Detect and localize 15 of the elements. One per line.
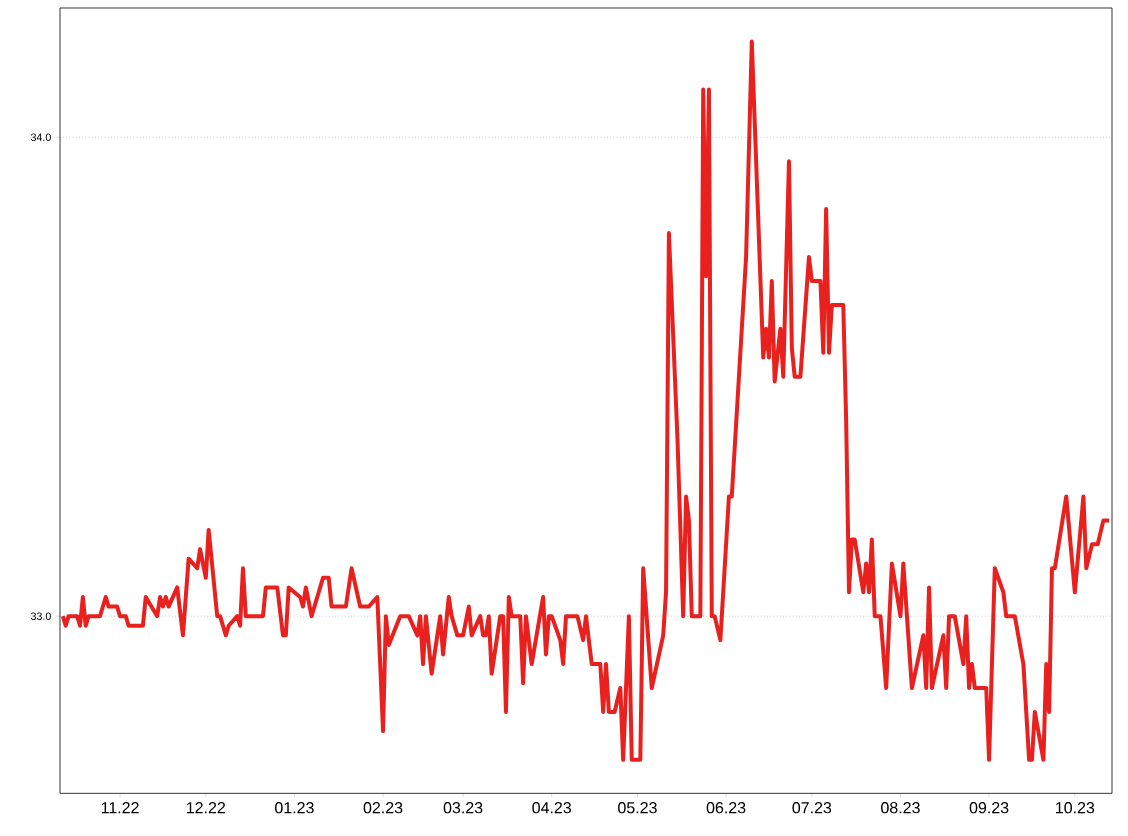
x-tick-label: 09.23: [969, 802, 1009, 814]
x-tick-label: 03.23: [443, 802, 483, 814]
x-tick-label: 05.23: [618, 802, 657, 814]
x-tick-label: 01.23: [275, 802, 314, 814]
x-tick-label: 11.22: [101, 802, 139, 814]
x-tick-label: 07.23: [792, 802, 832, 814]
x-tick-label: 10.23: [1056, 802, 1095, 814]
x-tick-label: 04.23: [532, 802, 572, 814]
x-tick-label: 12.22: [186, 802, 225, 814]
x-tick-label: 02.23: [363, 802, 403, 814]
line-series: [60, 39, 1112, 762]
x-tick-label: 06.23: [706, 802, 746, 814]
y-tick-label: 34.0: [30, 133, 51, 142]
y-tick-label: 33.0: [30, 612, 51, 620]
x-tick-label: 08.23: [881, 802, 920, 814]
